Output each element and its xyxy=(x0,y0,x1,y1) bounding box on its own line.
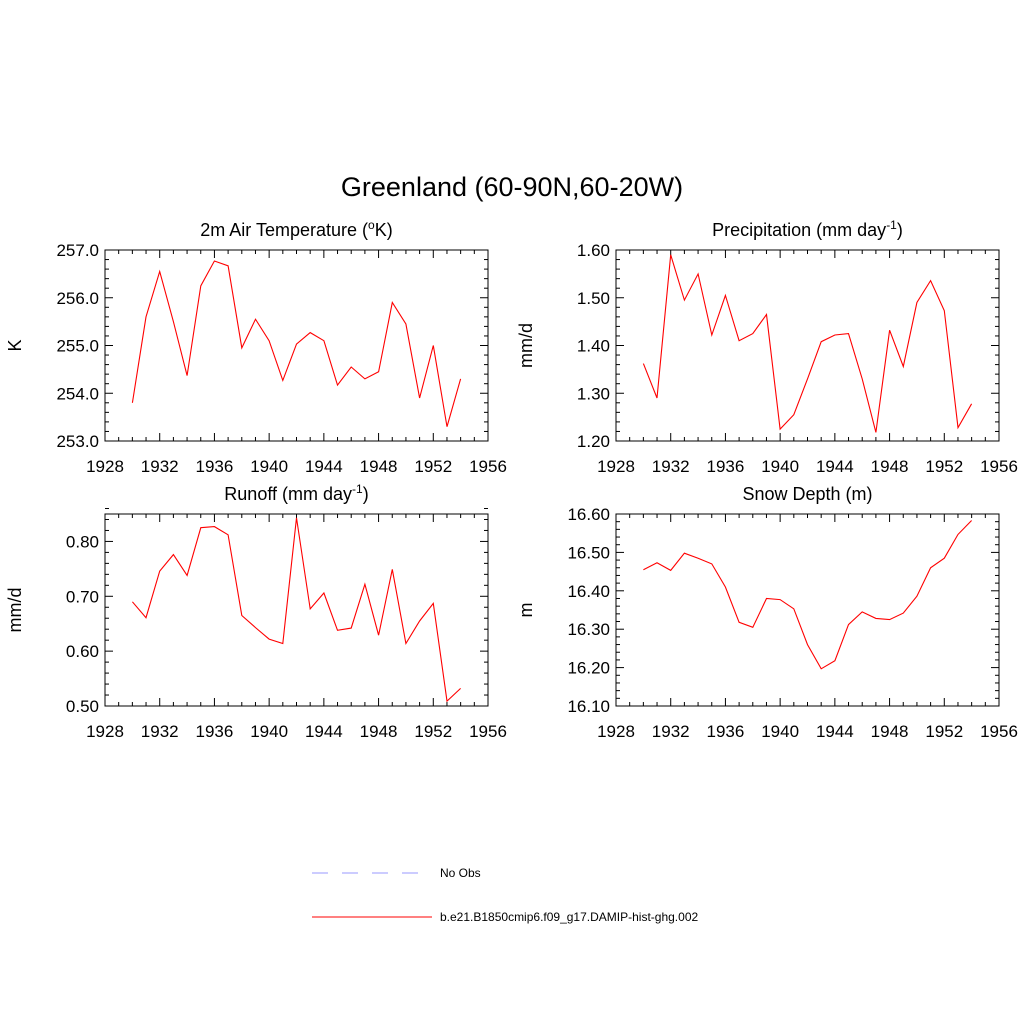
y-tick-label: 1.60 xyxy=(577,241,610,260)
x-tick-label: 1936 xyxy=(707,722,745,741)
chart-panels: 2m Air Temperature (oK) 1928 1932 1936 1940 1… xyxy=(5,218,1018,741)
legend: No Obs b.e21.B1850cmip6.f09_g17.DAMIP-his… xyxy=(312,866,698,924)
y-tick-label: 256.0 xyxy=(56,289,99,308)
series-line-0 xyxy=(643,520,972,670)
series-line-0 xyxy=(131,517,461,703)
y-tick-label: 0.70 xyxy=(66,587,99,606)
x-tick-label: 1952 xyxy=(414,457,452,476)
y-tick-label: 16.60 xyxy=(567,505,610,524)
legend-label: b.e21.B1850cmip6.f09_g17.DAMIP-hist-ghg.… xyxy=(440,910,698,924)
y-axis-label: mm/d xyxy=(516,323,536,368)
x-tick-label: 1928 xyxy=(86,722,124,741)
x-tick-label: 1944 xyxy=(816,457,854,476)
panel-title: Runoff (mm day-1) xyxy=(224,482,368,504)
plot-frame xyxy=(104,513,489,707)
y-axis-label: K xyxy=(5,339,25,351)
y-tick-label: 16.30 xyxy=(567,620,610,639)
x-tick-label: 1932 xyxy=(141,722,179,741)
x-tick-label: 1952 xyxy=(925,722,963,741)
y-tick-label: 254.0 xyxy=(56,384,99,403)
plot-frame xyxy=(615,513,1000,707)
y-axis-label: m xyxy=(516,603,536,618)
x-tick-label: 1936 xyxy=(196,722,234,741)
series-line-0 xyxy=(642,254,973,433)
x-tick-label: 1944 xyxy=(816,722,854,741)
panel-runoff: Runoff (mm day-1) 1928 1932 1936 1940 1944 194… xyxy=(5,482,507,741)
x-tick-label: 1948 xyxy=(360,722,398,741)
x-tick-label: 1940 xyxy=(250,457,288,476)
x-tick-label: 1932 xyxy=(141,457,179,476)
y-tick-label: 0.50 xyxy=(66,697,99,716)
panel-precip: Precipitation (mm day-1) 1928 1932 1936 1940… xyxy=(516,218,1018,476)
x-tick-label: 1940 xyxy=(761,457,799,476)
x-tick-label: 1952 xyxy=(925,457,963,476)
x-tick-label: 1936 xyxy=(196,457,234,476)
legend-item-0: No Obs xyxy=(312,866,481,880)
y-axis-label: mm/d xyxy=(5,588,25,633)
x-tick-label: 1948 xyxy=(871,722,909,741)
x-tick-label: 1956 xyxy=(469,722,507,741)
x-tick-label: 1948 xyxy=(360,457,398,476)
x-tick-label: 1936 xyxy=(707,457,745,476)
panel-title: Precipitation (mm day-1) xyxy=(712,218,903,240)
x-tick-label: 1956 xyxy=(980,722,1018,741)
y-tick-label: 1.30 xyxy=(577,384,610,403)
x-tick-label: 1956 xyxy=(980,457,1018,476)
y-tick-label: 16.50 xyxy=(567,543,610,562)
legend-item-1: b.e21.B1850cmip6.f09_g17.DAMIP-hist-ghg.… xyxy=(312,910,698,924)
series-line-0 xyxy=(131,260,462,427)
y-tick-label: 16.20 xyxy=(567,659,610,678)
y-tick-label: 0.60 xyxy=(66,642,99,661)
x-tick-label: 1932 xyxy=(652,722,690,741)
y-tick-label: 16.40 xyxy=(567,582,610,601)
x-tick-label: 1940 xyxy=(761,722,799,741)
y-tick-label: 253.0 xyxy=(56,432,99,451)
panel-snowdepth: Snow Depth (m) 1928 1932 1936 1940 1944 1948 19… xyxy=(516,484,1018,741)
x-tick-label: 1940 xyxy=(250,722,288,741)
x-tick-label: 1956 xyxy=(469,457,507,476)
y-tick-label: 1.40 xyxy=(577,337,610,356)
y-tick-label: 255.0 xyxy=(56,337,99,356)
x-tick-label: 1928 xyxy=(597,457,635,476)
x-tick-label: 1928 xyxy=(86,457,124,476)
y-tick-label: 257.0 xyxy=(56,241,99,260)
y-tick-label: 0.80 xyxy=(66,532,99,551)
legend-label: No Obs xyxy=(440,866,481,880)
panel-t2m: 2m Air Temperature (oK) 1928 1932 1936 1940 1… xyxy=(5,218,507,476)
panel-title: Snow Depth (m) xyxy=(742,484,872,504)
x-tick-label: 1932 xyxy=(652,457,690,476)
y-tick-label: 1.20 xyxy=(577,432,610,451)
x-tick-label: 1952 xyxy=(414,722,452,741)
panel-title: 2m Air Temperature (oK) xyxy=(200,218,392,240)
x-tick-label: 1944 xyxy=(305,722,343,741)
x-tick-label: 1944 xyxy=(305,457,343,476)
y-tick-label: 16.10 xyxy=(567,697,610,716)
figure-title: Greenland (60-90N,60-20W) xyxy=(341,172,683,202)
y-tick-label: 1.50 xyxy=(577,289,610,308)
x-tick-label: 1948 xyxy=(871,457,909,476)
plot-frame xyxy=(615,249,1000,442)
x-tick-label: 1928 xyxy=(597,722,635,741)
